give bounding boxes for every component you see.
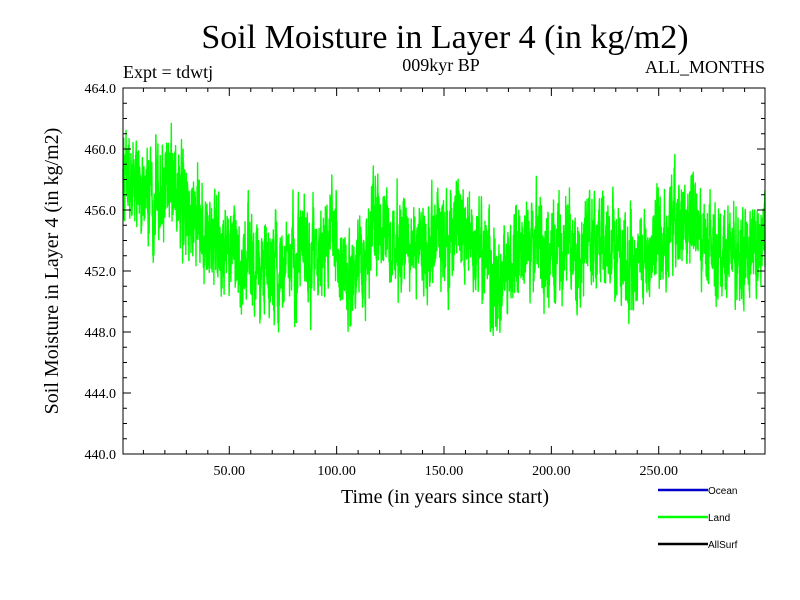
y-tick-labels: 440.0 444.0 448.0 452.0 456.0 460.0 464.0 [85,82,117,463]
legend-label-ocean: Ocean [708,486,737,497]
y-tick-label: 444.0 [85,387,117,402]
y-axis-label: Soil Moisture in Layer 4 (in kg/m2) [41,128,63,415]
period-label: ALL_MONTHS [645,57,765,77]
y-tick-label: 452.0 [85,265,117,280]
chart-subtitle: 009kyr BP [402,55,480,75]
x-tick-label: 250.00 [639,464,678,479]
x-tick-label: 150.00 [425,464,464,479]
plot-frame [122,87,766,455]
x-axis-label: Time (in years since start) [341,486,549,508]
experiment-label: Expt = tdwtj [123,62,213,82]
x-tick-label: 100.00 [317,464,356,479]
legend-label-allsurf: AllSurf [708,540,738,551]
y-tick-label: 460.0 [85,143,117,158]
x-tick-label: 200.00 [532,464,571,479]
land-series-line [122,122,766,337]
y-tick-label: 464.0 [85,82,117,97]
y-tick-label: 456.0 [85,204,117,219]
legend-label-land: Land [708,513,730,524]
chart-title: Soil Moisture in Layer 4 (in kg/m2) [201,19,688,56]
x-tick-label: 50.00 [214,464,246,479]
y-tick-label: 448.0 [85,326,117,341]
x-tick-labels: 50.00 100.00 150.00 200.00 250.00 [214,464,678,479]
plot-area [122,87,766,455]
legend: Ocean Land AllSurf [658,486,738,551]
y-tick-label: 440.0 [85,448,117,463]
land-series-layer [122,122,766,337]
